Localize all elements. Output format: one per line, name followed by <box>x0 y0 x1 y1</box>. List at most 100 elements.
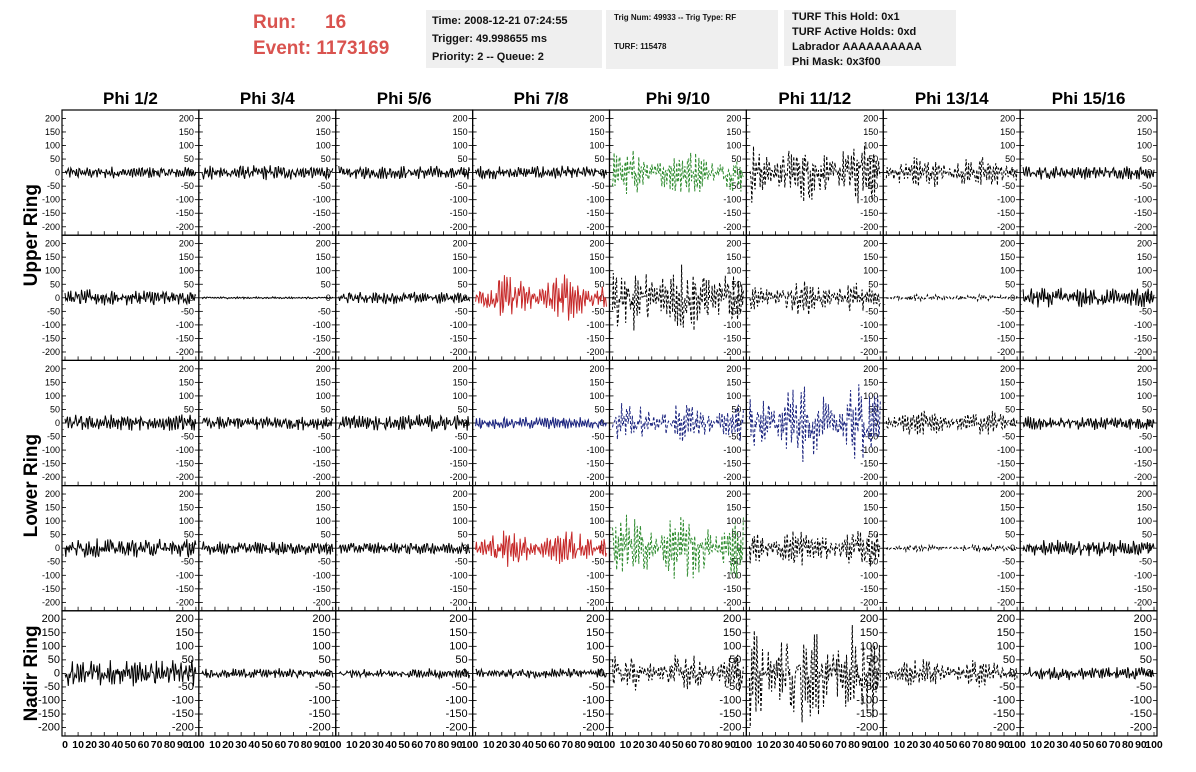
y-tick-label: -50 <box>452 681 468 693</box>
x-tick-label: 30 <box>509 739 521 751</box>
run-event-box: Run: 16 Event: 1173169 <box>253 10 389 62</box>
x-tick-label: 70 <box>698 739 710 751</box>
waveform-trace <box>1022 166 1155 180</box>
waveform-trace <box>64 414 197 431</box>
y-tick-label: -200 <box>446 722 468 734</box>
y-tick-label: 50 <box>1005 404 1015 414</box>
y-tick-label: 200 <box>726 364 741 374</box>
y-tick-label: 100 <box>589 391 604 401</box>
y-tick-label: -50 <box>999 681 1015 693</box>
y-tick-label: -200 <box>313 472 331 482</box>
y-tick-label: -150 <box>997 208 1015 218</box>
x-tick-label: 20 <box>222 739 234 751</box>
y-tick-label: -100 <box>176 570 194 580</box>
y-tick-label: 150 <box>45 377 60 387</box>
y-tick-label: -100 <box>997 195 1015 205</box>
y-tick-label: 200 <box>1000 113 1015 123</box>
y-tick-label: -200 <box>723 347 741 357</box>
y-tick-label: 200 <box>312 613 330 625</box>
y-tick-label: 150 <box>42 627 60 639</box>
trigger-text: Trigger: 49.998655 ms <box>432 33 547 45</box>
y-tick-label: 150 <box>1137 252 1152 262</box>
y-tick-label: -200 <box>856 722 878 734</box>
column-header: Phi 7/8 <box>514 89 569 108</box>
y-tick-label: 200 <box>179 239 194 249</box>
y-tick-label: 0 <box>55 168 60 178</box>
y-tick-label: 50 <box>729 654 741 666</box>
y-tick-label: 50 <box>458 530 468 540</box>
y-tick-label: 150 <box>1137 377 1152 387</box>
x-tick-label: 40 <box>112 739 124 751</box>
column-header: Phi 9/10 <box>646 89 710 108</box>
y-tick-label: 50 <box>455 654 467 666</box>
column-header: Phi 13/14 <box>915 89 989 108</box>
x-tick-label: 20 <box>1043 739 1055 751</box>
y-tick-label: -200 <box>582 722 604 734</box>
x-tick-label: 50 <box>809 739 821 751</box>
y-tick-label: -50 <box>455 432 468 442</box>
y-tick-label: 50 <box>594 279 604 289</box>
y-tick-label: 100 <box>312 640 330 652</box>
x-tick-label: 50 <box>125 739 137 751</box>
y-tick-label: 50 <box>1142 404 1152 414</box>
x-tick-label: 70 <box>288 739 300 751</box>
y-tick-label: 50 <box>458 154 468 164</box>
x-tick-label: 30 <box>646 739 658 751</box>
x-tick-label: 10 <box>757 739 769 751</box>
y-tick-label: -150 <box>586 208 604 218</box>
x-tick-label: 50 <box>398 739 410 751</box>
y-tick-label: 50 <box>321 279 331 289</box>
x-tick-label: 50 <box>261 739 273 751</box>
y-tick-label: 50 <box>594 404 604 414</box>
y-tick-label: -100 <box>586 320 604 330</box>
waveform-trace <box>475 530 607 567</box>
y-tick-label: -150 <box>1134 584 1152 594</box>
y-tick-label: 150 <box>863 503 878 513</box>
y-tick-label: 200 <box>589 239 604 249</box>
y-tick-label: -200 <box>719 722 741 734</box>
y-tick-label: 150 <box>1000 503 1015 513</box>
y-tick-label: -200 <box>723 597 741 607</box>
y-tick-label: 100 <box>1137 266 1152 276</box>
y-tick-label: -200 <box>176 222 194 232</box>
y-tick-label: -100 <box>997 320 1015 330</box>
x-tick-label: 70 <box>835 739 847 751</box>
x-tick-label: 60 <box>138 739 150 751</box>
y-tick-label: 150 <box>449 627 467 639</box>
waveform-trace <box>885 543 1018 553</box>
x-tick-label: 90 <box>998 739 1010 751</box>
y-tick-label: 50 <box>321 530 331 540</box>
waveform-trace <box>475 165 607 180</box>
waveform-trace <box>338 291 471 305</box>
y-tick-label: -100 <box>313 570 331 580</box>
y-tick-label: -100 <box>993 694 1015 706</box>
y-tick-label: 200 <box>863 239 878 249</box>
y-tick-label: -150 <box>309 708 331 720</box>
y-tick-label: -50 <box>591 181 604 191</box>
y-tick-label: -200 <box>176 597 194 607</box>
y-tick-label: -150 <box>1134 208 1152 218</box>
x-tick-label: 90 <box>451 739 463 751</box>
x-tick-label: 90 <box>588 739 600 751</box>
run-value: 16 <box>325 12 347 33</box>
y-tick-label: -50 <box>1139 557 1152 567</box>
y-tick-label: -200 <box>38 722 60 734</box>
y-tick-label: 200 <box>1137 239 1152 249</box>
waveform-trace <box>612 150 744 195</box>
y-tick-label: 100 <box>1134 640 1152 652</box>
y-tick-label: -150 <box>723 333 741 343</box>
waveform-trace <box>1022 666 1155 681</box>
y-tick-label: 200 <box>179 489 194 499</box>
x-tick-label: 30 <box>98 739 110 751</box>
y-tick-label: 100 <box>45 391 60 401</box>
y-tick-label: -150 <box>450 584 468 594</box>
y-tick-label: 50 <box>868 530 878 540</box>
waveform-trace <box>338 414 470 432</box>
y-tick-label: 0 <box>1010 168 1015 178</box>
y-tick-label: 50 <box>1142 154 1152 164</box>
y-tick-label: 100 <box>179 516 194 526</box>
column-header: Phi 1/2 <box>103 89 158 108</box>
y-tick-label: 150 <box>1134 627 1152 639</box>
y-tick-label: -100 <box>723 570 741 580</box>
